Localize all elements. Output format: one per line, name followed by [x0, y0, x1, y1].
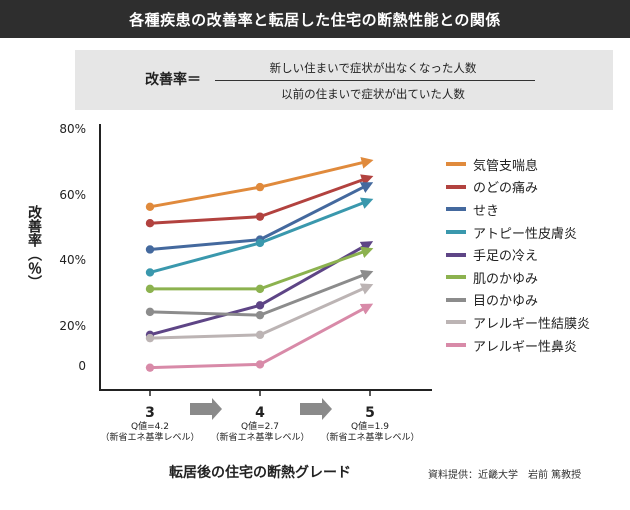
- formula-numerator: 新しい住まいで症状が出なくなった人数: [269, 61, 477, 75]
- series-7: [145, 269, 374, 320]
- x-tick-label: 5: [365, 405, 375, 421]
- formula-box: 改善率＝ 新しい住まいで症状が出なくなった人数 以前の住まいで症状が出ていた人数: [75, 50, 613, 110]
- legend-label: 肌のかゆみ: [473, 271, 539, 287]
- legend-swatch: [446, 230, 466, 235]
- series-2: [145, 174, 374, 228]
- data-point: [145, 202, 155, 211]
- x-note-4-q: Q値=2.7: [241, 422, 279, 432]
- series-1: [145, 156, 374, 211]
- formula-denominator: 以前の住まいで症状が出ていた人数: [281, 87, 465, 101]
- data-point: [255, 360, 265, 369]
- y-axis-label: 改善率（％）: [26, 205, 42, 289]
- legend-item: 手足の冷え: [446, 243, 590, 266]
- data-point: [255, 310, 265, 320]
- legend-label: 目のかゆみ: [473, 294, 539, 310]
- legend: 気管支喘息のどの痛みせきアトピー性皮膚炎 手足の冷え肌のかゆみ目のかゆみアレルギー…: [446, 153, 590, 356]
- series-line: [150, 246, 374, 291]
- legend-label: 気管支喘息: [473, 158, 539, 174]
- x-note-3-q: Q値=4.2: [131, 422, 169, 432]
- y-tick-label: 20%: [59, 319, 86, 333]
- series-8: [145, 283, 374, 343]
- data-point: [255, 284, 265, 294]
- x-axis-label: 転居後の住宅の断熱グレード: [169, 465, 351, 481]
- legend-swatch: [446, 297, 466, 302]
- legend-label: アレルギー性鼻炎: [473, 339, 578, 355]
- x-note-4-level: （新省エネ基準レベル）: [210, 433, 310, 443]
- series-9: [145, 303, 374, 372]
- formula-label: 改善率＝: [145, 72, 201, 88]
- data-point: [145, 284, 155, 294]
- legend-swatch: [446, 184, 466, 189]
- legend-swatch: [446, 343, 466, 348]
- y-tick-label: 60%: [59, 188, 86, 202]
- data-point: [255, 238, 265, 248]
- legend-item: アレルギー性結膜炎: [446, 311, 590, 334]
- grade-arrow-icon: [300, 398, 332, 420]
- x-note-4: Q値=2.7 （新省エネ基準レベル）: [195, 422, 325, 444]
- x-note-5: Q値=1.9 （新省エネ基準レベル）: [305, 422, 435, 444]
- legend-swatch: [446, 207, 466, 212]
- legend-label: のどの痛み: [473, 181, 539, 197]
- y-tick-label: 80%: [59, 122, 86, 136]
- data-point: [145, 333, 155, 343]
- grade-arrow-icon: [190, 398, 222, 420]
- legend-item: 気管支喘息: [446, 153, 590, 176]
- fraction-line: [215, 80, 535, 81]
- legend-swatch: [446, 252, 466, 257]
- data-point: [145, 245, 155, 254]
- chart-axes: 80% 60% 40% 20% 0 3 4 5: [59, 122, 432, 421]
- legend-item: 肌のかゆみ: [446, 266, 590, 289]
- legend-label: アトピー性皮膚炎: [473, 226, 578, 242]
- legend-item: アレルギー性鼻炎: [446, 334, 590, 357]
- data-point: [145, 363, 155, 372]
- data-point: [255, 330, 265, 340]
- x-note-5-level: （新省エネ基準レベル）: [320, 433, 420, 443]
- legend-label: 手足の冷え: [473, 249, 539, 265]
- legend-item: のどの痛み: [446, 176, 590, 199]
- series-4: [145, 197, 374, 277]
- x-note-5-q: Q値=1.9: [351, 422, 389, 432]
- data-point: [255, 182, 265, 192]
- legend-item: アトピー性皮膚炎: [446, 221, 590, 244]
- data-point: [255, 212, 265, 221]
- x-note-3-level: （新省エネ基準レベル）: [100, 433, 200, 443]
- x-tick-label: 3: [145, 405, 155, 421]
- legend-swatch: [446, 320, 466, 325]
- data-point: [145, 307, 155, 317]
- data-point: [145, 268, 155, 277]
- legend-label: アレルギー性結膜炎: [473, 316, 591, 332]
- legend-swatch: [446, 275, 466, 280]
- data-point: [255, 301, 265, 310]
- legend-label: せき: [473, 203, 500, 219]
- y-tick-label: 40%: [59, 253, 86, 267]
- x-note-3: Q値=4.2 （新省エネ基準レベル）: [85, 422, 215, 444]
- legend-item: せき: [446, 198, 590, 221]
- source-credit: 資料提供：近畿大学 岩前 篤教授: [428, 470, 582, 481]
- legend-swatch: [446, 162, 466, 167]
- x-tick-label: 4: [255, 405, 265, 421]
- series-layer: [145, 156, 374, 372]
- series-6: [145, 246, 374, 294]
- y-tick-label: 0: [78, 359, 86, 373]
- legend-item: 目のかゆみ: [446, 289, 590, 312]
- page-title: 各種疾患の改善率と転居した住宅の断熱性能との関係: [0, 0, 630, 38]
- data-point: [145, 219, 155, 228]
